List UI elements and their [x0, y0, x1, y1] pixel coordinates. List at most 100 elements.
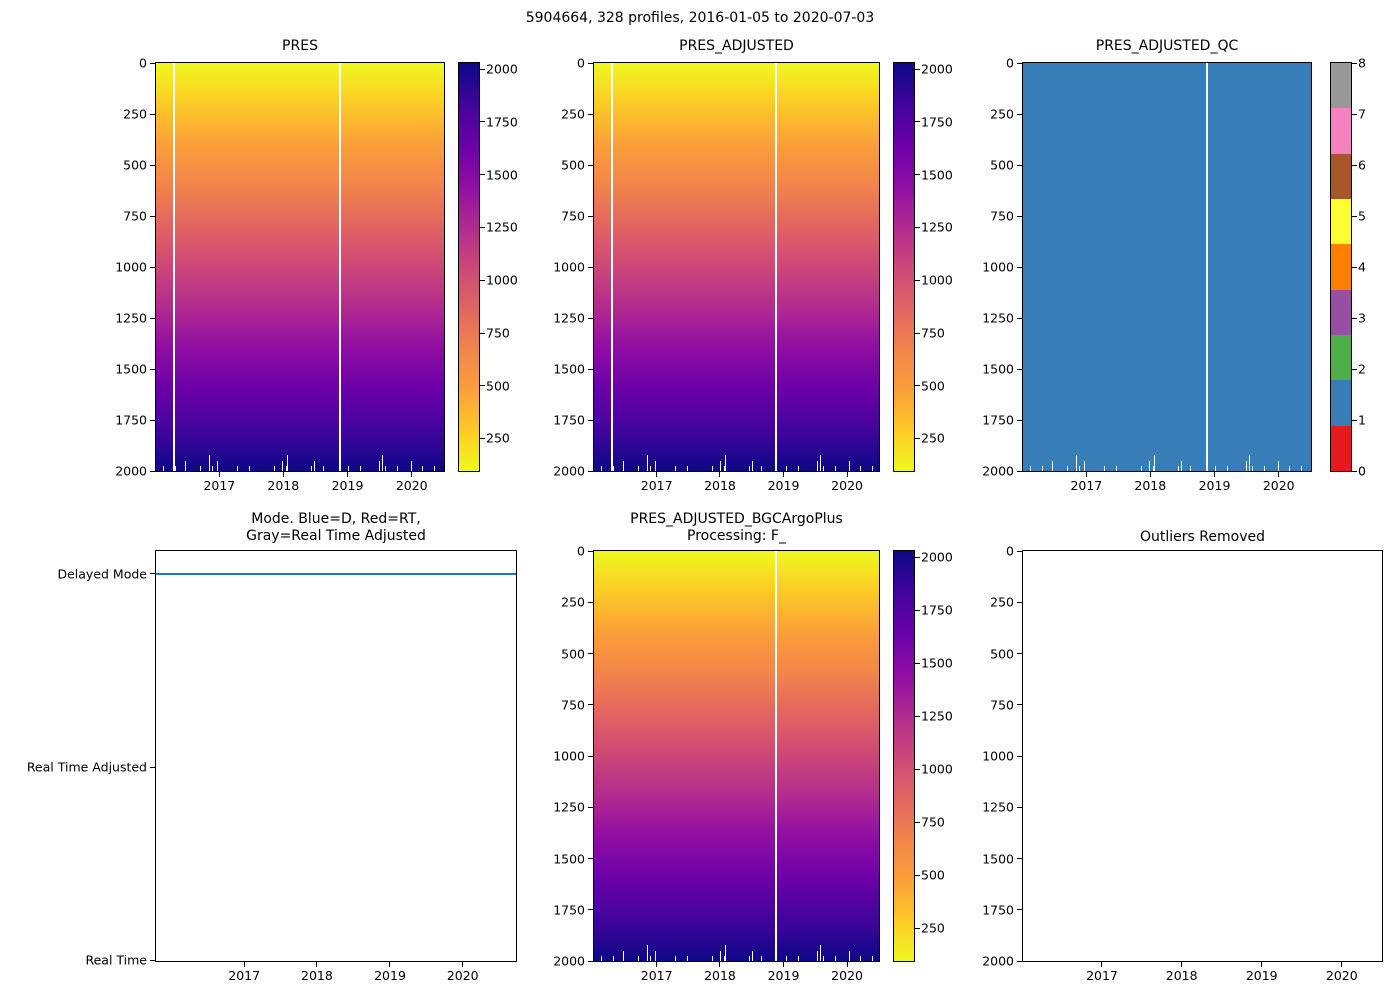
y-tick-label: 500	[561, 157, 585, 173]
colorbar-tick-mark	[1352, 113, 1357, 115]
colorbar-tick-label: 0	[1358, 463, 1366, 479]
y-tick-label: 1250	[982, 310, 1014, 326]
outliers-plot: 0 250 500 750 1000 1250 1500 1750 2000 2017 2018 20…	[982, 544, 1383, 983]
y-tick-mark	[588, 164, 593, 166]
colorbar-tick-label: 1	[1358, 412, 1366, 428]
x-tick-mark	[243, 962, 245, 967]
x-tick-label: 2017	[640, 968, 673, 983]
colorbar-tick-mark	[915, 121, 920, 123]
y-tick-mark	[588, 62, 593, 64]
qc-color-block	[1331, 108, 1351, 154]
delayed-mode-line	[156, 572, 516, 575]
x-tick-mark	[411, 472, 413, 477]
y-tick-mark	[1017, 113, 1022, 115]
colorbar-tick-mark	[1352, 266, 1357, 268]
colorbar-tick-mark	[915, 385, 920, 387]
missing-profile-gap-line	[338, 63, 341, 471]
colorbar-tick-label: 2000	[921, 61, 953, 77]
colorbar-tick-mark	[915, 821, 920, 823]
y-tick-mark	[588, 266, 593, 268]
y-tick-label: 2000	[553, 463, 585, 479]
colorbar-tick-label: 3	[1358, 310, 1366, 326]
y-tick-mark	[1017, 601, 1022, 603]
colorbar-tick-mark	[915, 174, 920, 176]
colorbar-tick-mark	[480, 174, 485, 176]
y-tick-mark	[1017, 419, 1022, 421]
pres-adjusted-heatmap: 0 250 500 750 1000 1250 1500 1750 2000 2017 2018 20…	[553, 56, 880, 493]
colorbar-tick-label: 1250	[486, 219, 518, 235]
y-tick-label: 0	[1006, 543, 1014, 559]
y-tick-label: 2000	[115, 463, 147, 479]
x-tick-label: 2018	[704, 968, 736, 983]
colorbar-tick-mark	[915, 609, 920, 611]
y-tick-label: 0	[577, 55, 585, 71]
y-tick-mark	[1017, 704, 1022, 706]
y-tick-mark	[588, 470, 593, 472]
pres-adjusted-profile-depth-noise	[594, 455, 879, 471]
y-tick-label: 1750	[982, 902, 1014, 918]
colorbar-tick-label: 1250	[921, 708, 953, 724]
colorbar-tick-mark	[480, 121, 485, 123]
y-tick-label: 500	[123, 157, 147, 173]
bgc-title: PRES_ADJUSTED_BGCArgoPlus Processing: F_	[630, 511, 843, 545]
x-tick-mark	[783, 472, 785, 477]
y-tick-label: 0	[139, 55, 147, 71]
y-tick-mark	[588, 806, 593, 808]
colorbar-tick-mark	[915, 226, 920, 228]
mode-title: Mode. Blue=D, Red=RT, Gray=Real Time Adj…	[246, 511, 426, 545]
y-tick-label: 1000	[982, 748, 1014, 764]
colorbar-tick-mark	[1352, 62, 1357, 64]
x-tick-label: 2019	[374, 968, 406, 983]
y-tick-mark	[588, 419, 593, 421]
y-tick-label: 1500	[982, 851, 1014, 866]
colorbar-tick-mark	[915, 68, 920, 70]
y-tick-mark	[150, 419, 155, 421]
x-tick-mark	[282, 472, 284, 477]
y-tick-mark	[1017, 317, 1022, 319]
colorbar-tick-label: 5	[1358, 208, 1366, 224]
pres-heatmap: 0 250 500 750 1000 1250 1500 1750 2000 2017 2018 20…	[115, 56, 445, 493]
colorbar-tick-mark	[915, 927, 920, 929]
y-tick-mark	[150, 573, 155, 575]
y-tick-label: 750	[990, 697, 1014, 713]
y-tick-label: 2000	[982, 463, 1014, 479]
x-tick-label: 2019	[1245, 968, 1278, 983]
colorbar-tick-label: 1000	[921, 272, 953, 288]
colorbar-tick-label: 500	[921, 867, 945, 883]
qc-color-block	[1331, 153, 1351, 199]
colorbar-tick-mark	[1352, 215, 1357, 217]
colorbar-tick-mark	[480, 332, 485, 334]
pres-adjusted-colorbar: 2000 1750 1500 1250 1000 750 500 250	[893, 62, 953, 472]
y-tick-label: 1750	[982, 412, 1014, 428]
colorbar-tick-label: 1500	[921, 167, 953, 183]
x-tick-label: 2020	[831, 968, 863, 983]
colorbar-tick-label: 500	[921, 378, 945, 394]
colorbar-tick-label: 7	[1358, 106, 1366, 122]
x-tick-label: 2019	[331, 478, 364, 493]
colorbar-tick-mark	[915, 279, 920, 281]
x-tick-label: 2019	[767, 478, 800, 493]
colorbar-tick-mark	[480, 226, 485, 228]
colorbar-tick-label: 8	[1358, 55, 1366, 71]
qc-color-block	[1331, 198, 1351, 245]
missing-profile-gap-line	[774, 551, 777, 961]
colorbar-tick-label: 750	[921, 325, 945, 341]
x-tick-label: 2019	[1198, 478, 1231, 493]
x-tick-mark	[1101, 962, 1103, 967]
y-tick-mark	[588, 113, 593, 115]
y-tick-mark	[1017, 960, 1022, 962]
colorbar-tick-mark	[480, 68, 485, 70]
y-tick-label: 1000	[982, 259, 1014, 275]
pres-adjusted-qc-heatmap: 0 250 500 750 1000 1250 1500 1750 2000 2017 2018 20…	[982, 56, 1312, 493]
y-tick-label: 500	[990, 157, 1014, 173]
qc-color-block	[1331, 289, 1351, 335]
qc-flag-colorbar: 8 7 6 5 4 3 2 1 0	[1330, 56, 1366, 479]
x-tick-mark	[783, 962, 785, 967]
x-tick-label: 2017	[640, 478, 673, 493]
missing-profile-gap-line	[774, 63, 777, 471]
y-tick-label: 2000	[982, 953, 1014, 969]
y-tick-label: 750	[990, 208, 1014, 224]
x-tick-mark	[1149, 472, 1151, 477]
y-tick-mark	[588, 215, 593, 217]
x-tick-mark	[1278, 472, 1280, 477]
